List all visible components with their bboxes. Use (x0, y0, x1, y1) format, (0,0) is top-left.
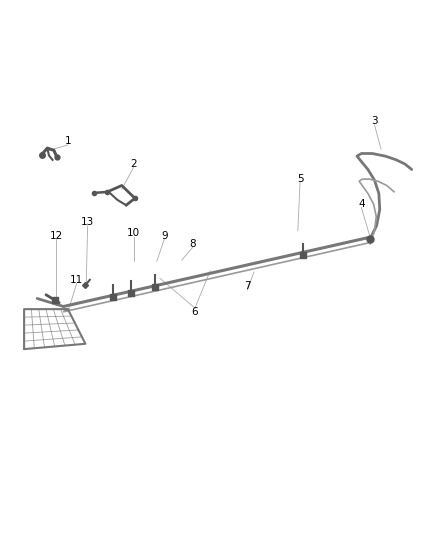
Text: 12: 12 (49, 231, 63, 240)
Text: 1: 1 (64, 136, 71, 146)
Text: 3: 3 (371, 116, 378, 126)
Text: 4: 4 (358, 199, 365, 208)
Text: 10: 10 (127, 228, 140, 238)
Text: 5: 5 (297, 174, 304, 183)
Text: 7: 7 (244, 281, 251, 291)
Text: 9: 9 (161, 231, 168, 240)
Text: 13: 13 (81, 217, 94, 227)
Text: 8: 8 (189, 239, 196, 248)
Text: 2: 2 (130, 159, 137, 168)
Text: 11: 11 (70, 275, 83, 285)
Text: 6: 6 (191, 307, 198, 317)
